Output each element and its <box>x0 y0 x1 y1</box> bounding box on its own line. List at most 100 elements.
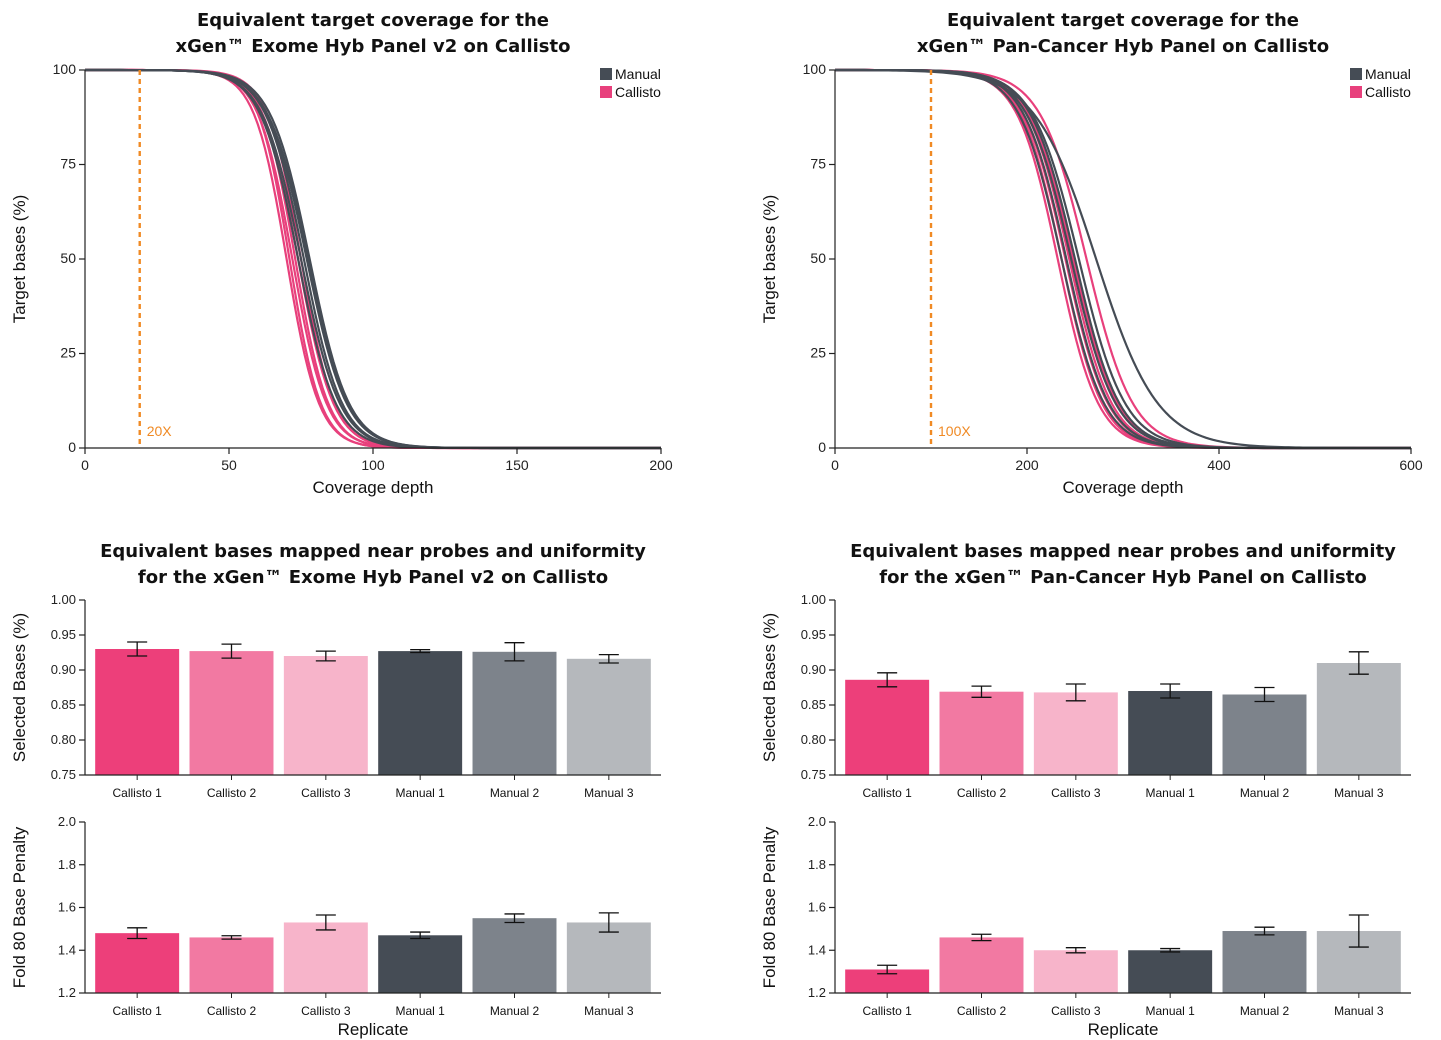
y-tick-label: 25 <box>810 345 826 361</box>
y-axis-label: Target bases (%) <box>760 195 779 324</box>
category-label: Callisto 3 <box>301 786 351 800</box>
y-tick-label: 1.6 <box>58 900 76 915</box>
series-line-manual <box>84 68 661 450</box>
series-line-callisto <box>835 68 1411 450</box>
legend-swatch-callisto <box>1350 86 1362 98</box>
y-tick-label: 0.75 <box>801 767 826 782</box>
x-tick-label: 100 <box>361 457 385 473</box>
y-axis-label: Selected Bases (%) <box>760 613 779 762</box>
y-tick-label: 1.4 <box>58 942 76 957</box>
bar-manual-3 <box>566 658 651 775</box>
series-line-callisto <box>85 68 661 450</box>
y-tick-label: 0.95 <box>51 627 76 642</box>
coverage-chart-2: Equivalent target coverage for the xGen™ … <box>760 10 1423 497</box>
y-tick-label: 2.0 <box>58 814 76 829</box>
y-tick-label: 0.90 <box>51 662 76 677</box>
bar-manual-2 <box>1222 931 1307 993</box>
category-label: Manual 2 <box>1240 786 1290 800</box>
bar-callisto-2 <box>189 651 274 775</box>
bar-chart-4: Callisto 1 Callisto 2 Callisto 3 Manual 1 Ma… <box>760 814 1411 1039</box>
category-label: Callisto 3 <box>1051 1004 1101 1018</box>
category-label: Manual 1 <box>395 1004 445 1018</box>
bar-callisto-2 <box>189 937 274 993</box>
series-line-manual <box>835 68 1411 450</box>
y-tick-label: 2.0 <box>808 814 826 829</box>
series-line-callisto <box>85 68 661 450</box>
x-tick-label: 0 <box>831 457 839 473</box>
bar-callisto-1 <box>95 649 180 775</box>
legend-label-callisto: Callisto <box>1365 84 1411 100</box>
category-label: Manual 3 <box>1334 1004 1384 1018</box>
bar-manual-2 <box>1222 694 1307 775</box>
category-label: Manual 3 <box>584 786 634 800</box>
series-line-manual <box>85 68 661 450</box>
legend-label-manual: Manual <box>615 66 661 82</box>
y-tick-label: 25 <box>60 345 76 361</box>
category-label: Manual 3 <box>1334 786 1384 800</box>
series-line-callisto <box>834 68 1411 450</box>
chart-title-line2: xGen™ Exome Hyb Panel v2 on Callisto <box>176 36 571 57</box>
bar-callisto-3 <box>1033 692 1118 775</box>
category-label: Callisto 3 <box>1051 786 1101 800</box>
series-line-manual <box>835 68 1411 450</box>
category-label: Callisto 3 <box>301 1004 351 1018</box>
y-tick-label: 0.80 <box>51 732 76 747</box>
y-tick-label: 1.6 <box>808 900 826 915</box>
category-label: Callisto 2 <box>957 786 1007 800</box>
chart-title-line2: for the xGen™ Pan-Cancer Hyb Panel on Ca… <box>879 567 1367 588</box>
category-label: Manual 2 <box>490 1004 540 1018</box>
category-label: Callisto 1 <box>862 1004 912 1018</box>
bar-manual-1 <box>378 651 463 775</box>
bar-manual-1 <box>1128 950 1213 993</box>
series-line-callisto <box>85 68 661 450</box>
y-tick-label: 50 <box>60 250 76 266</box>
bar-chart-3: Equivalent bases mapped near probes and … <box>760 541 1411 800</box>
y-tick-label: 1.8 <box>808 857 826 872</box>
series-line-manual <box>85 68 661 450</box>
x-tick-label: 0 <box>81 457 89 473</box>
series-line-callisto <box>85 68 661 450</box>
bar-callisto-3 <box>283 656 368 775</box>
bar-manual-2 <box>472 651 557 775</box>
threshold-label: 20X <box>147 423 173 439</box>
coverage-chart-1: Equivalent target coverage for the xGen™ … <box>10 10 673 497</box>
bar-callisto-1 <box>845 679 930 775</box>
series-line-manual <box>85 68 661 450</box>
y-tick-label: 50 <box>810 250 826 266</box>
bar-callisto-1 <box>95 933 180 993</box>
series-line-manual <box>835 68 1411 450</box>
y-axis-label: Fold 80 Base Penalty <box>10 826 29 988</box>
y-axis-label: Target bases (%) <box>10 195 29 324</box>
series-line-callisto <box>835 68 1411 450</box>
threshold-label: 100X <box>938 423 971 439</box>
y-tick-label: 1.8 <box>58 857 76 872</box>
category-label: Callisto 2 <box>207 1004 257 1018</box>
category-label: Manual 3 <box>584 1004 634 1018</box>
chart-title-line1: Equivalent bases mapped near probes and … <box>850 541 1396 562</box>
y-tick-label: 1.2 <box>808 985 826 1000</box>
category-label: Callisto 1 <box>862 786 912 800</box>
bar-callisto-3 <box>283 922 368 993</box>
y-tick-label: 0.90 <box>801 662 826 677</box>
x-tick-label: 200 <box>1015 457 1039 473</box>
x-tick-label: 150 <box>505 457 529 473</box>
category-label: Callisto 2 <box>957 1004 1007 1018</box>
x-tick-label: 50 <box>221 457 237 473</box>
legend-swatch-callisto <box>600 86 612 98</box>
category-label: Manual 1 <box>395 786 445 800</box>
chart-title-line1: Equivalent bases mapped near probes and … <box>100 541 646 562</box>
y-tick-label: 0 <box>68 439 76 455</box>
series-line-manual <box>85 68 661 450</box>
series-line-manual <box>835 68 1411 450</box>
chart-title-line2: xGen™ Pan-Cancer Hyb Panel on Callisto <box>917 36 1329 57</box>
y-tick-label: 0.95 <box>801 627 826 642</box>
bar-callisto-2 <box>939 691 1024 775</box>
y-tick-label: 0 <box>818 439 826 455</box>
y-axis-label: Selected Bases (%) <box>10 613 29 762</box>
bar-callisto-2 <box>939 937 1024 993</box>
category-label: Manual 2 <box>490 786 540 800</box>
y-tick-label: 1.4 <box>808 942 826 957</box>
y-tick-label: 75 <box>810 156 826 172</box>
chart-title-line1: Equivalent target coverage for the <box>197 10 549 31</box>
category-label: Manual 1 <box>1145 1004 1195 1018</box>
